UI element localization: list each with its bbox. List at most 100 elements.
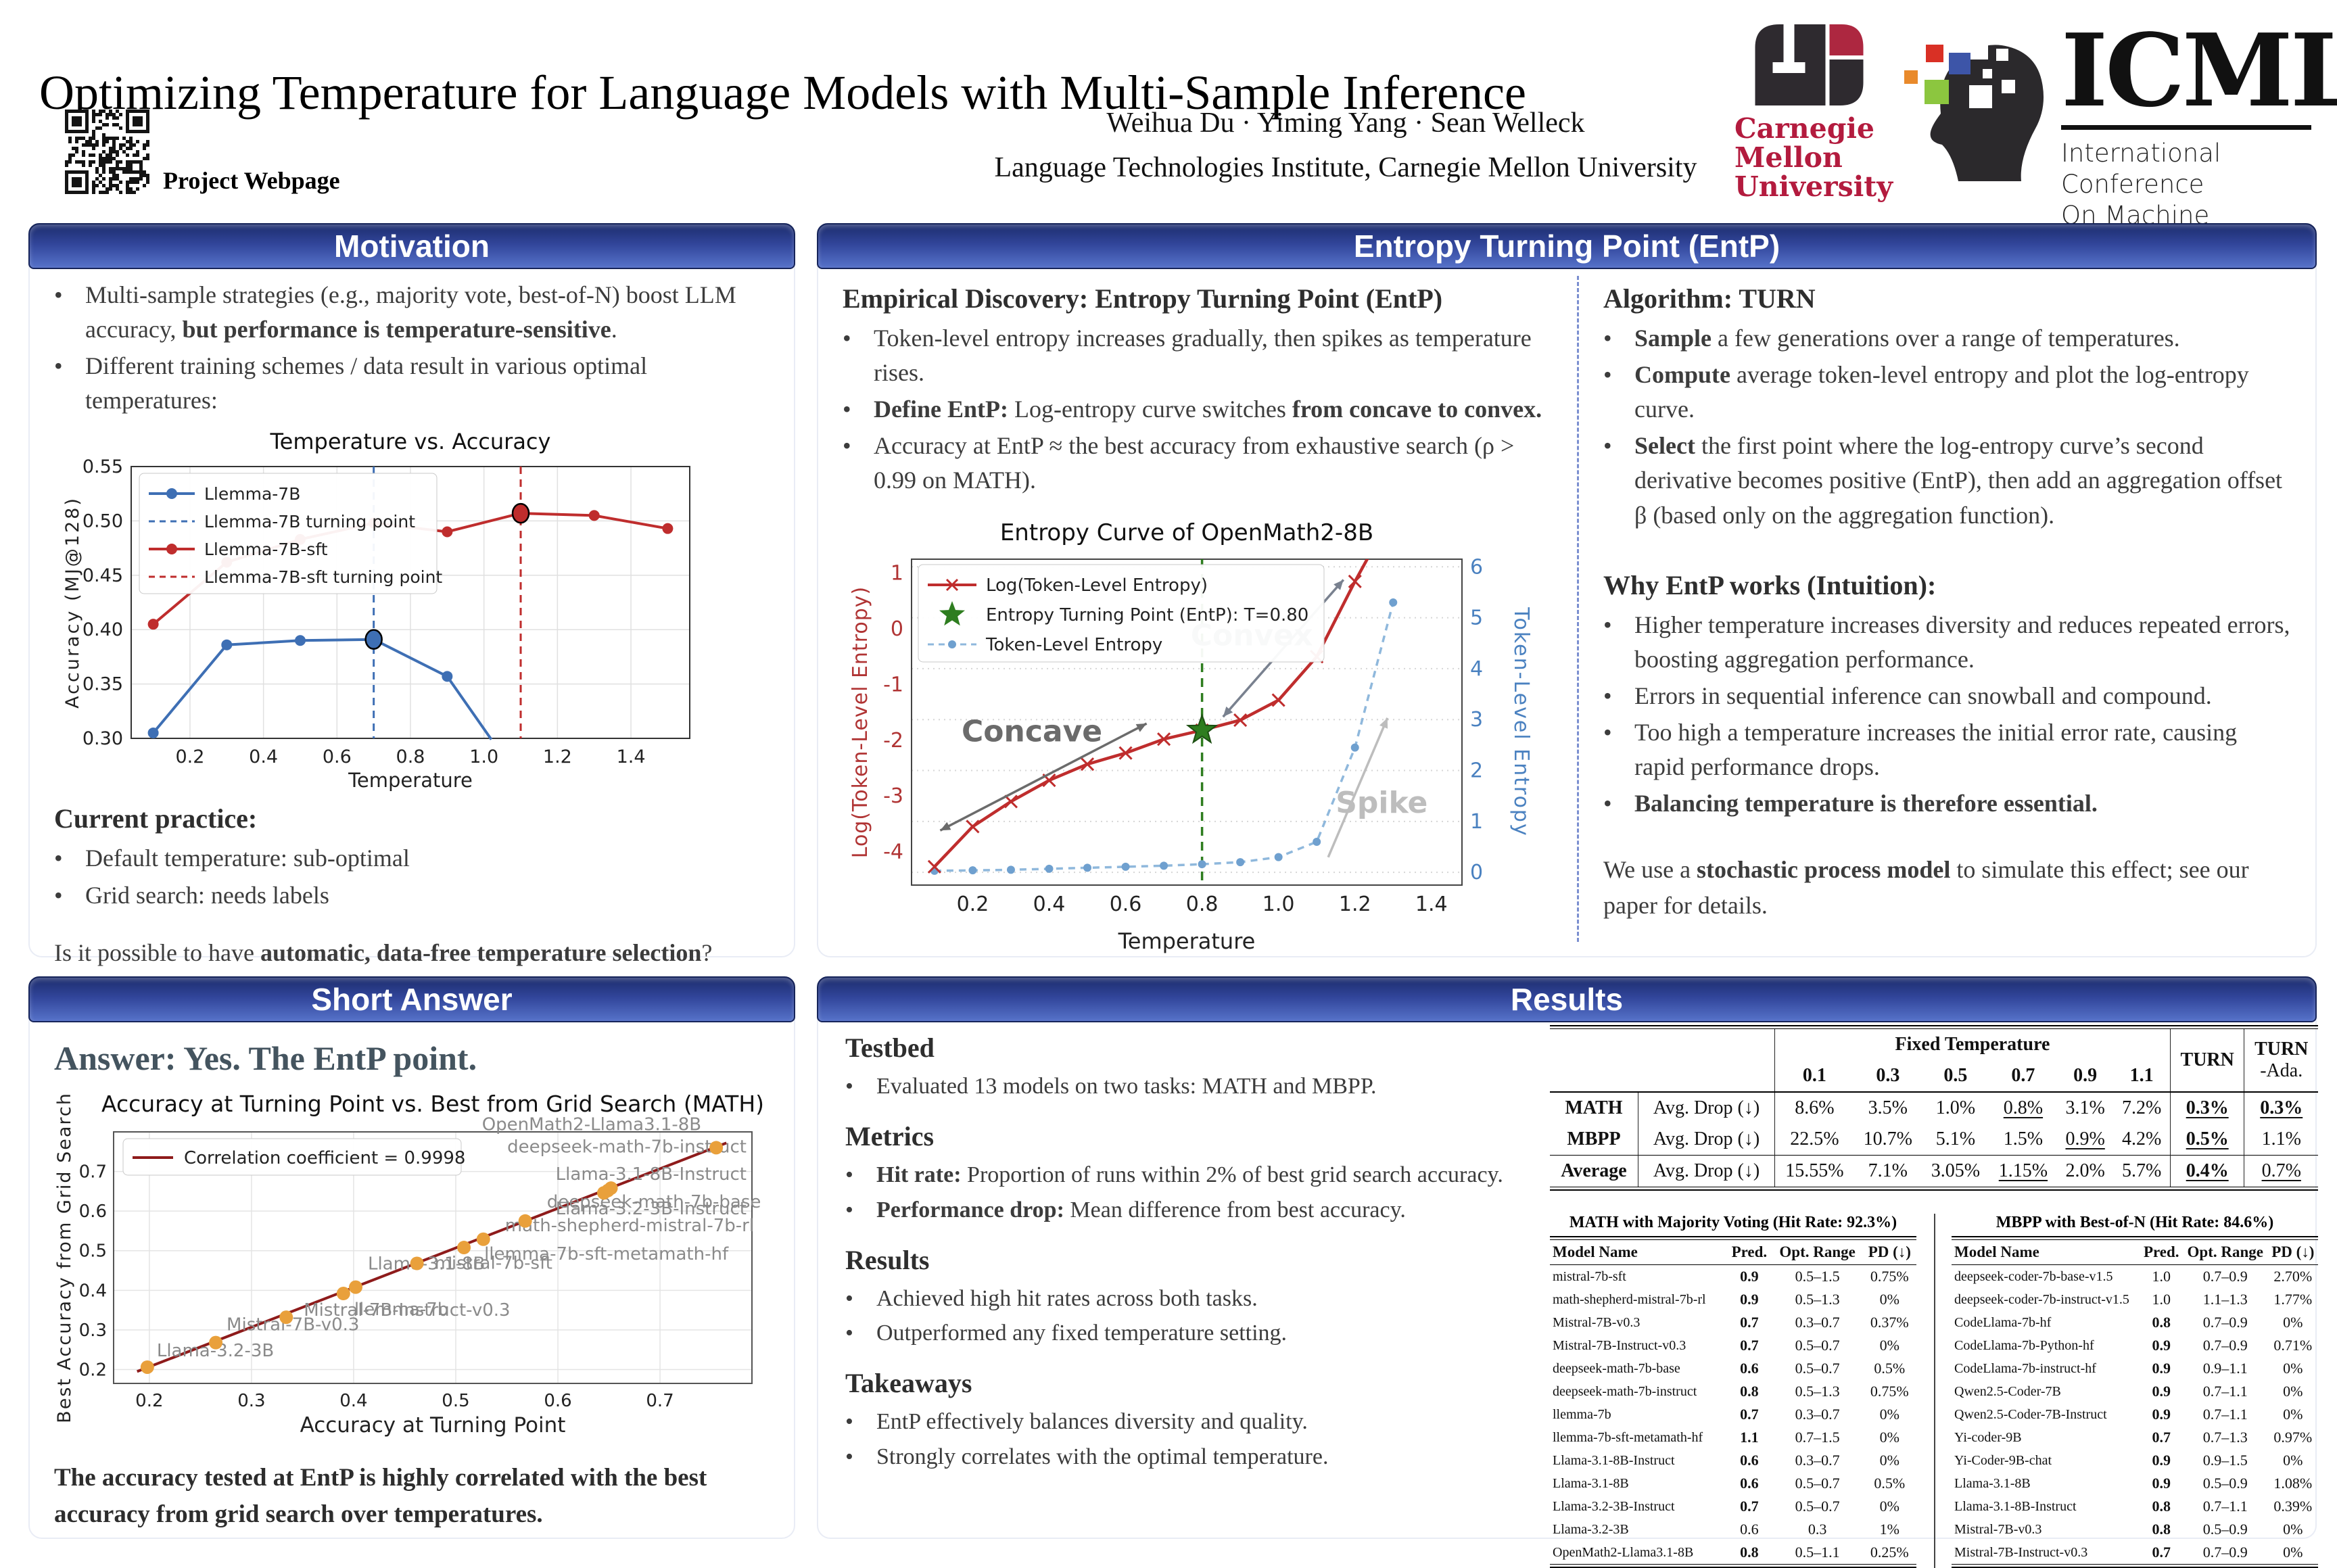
math-results-table: MATH with Majority Voting (Hit Rate: 92.… xyxy=(1550,1214,1916,1568)
svg-text:0.2: 0.2 xyxy=(175,746,204,767)
table-row: deepseek-coder-7b-instruct-v1.5 1.0 1.1–1.… xyxy=(1954,1291,2313,1308)
svg-text:0.35: 0.35 xyxy=(82,674,123,695)
bullet-item: • Different training schemes / data resul… xyxy=(54,352,648,414)
svg-text:Spike: Spike xyxy=(1336,785,1427,819)
turning-point-scatter-chart: 0.2 0.3 0.4 0.5 0.6 0.7 0.2 0.3 0.4 0.5 0.6 0.7 Accu… xyxy=(54,1087,770,1442)
svg-text:1.4: 1.4 xyxy=(617,746,646,767)
results-bullets: • Achieved high hit rates across both tas… xyxy=(845,1283,1511,1350)
table-row: Mistral-7B-Instruct-v0.3 0.7 0.5–0.7 0% xyxy=(1553,1337,1899,1354)
svg-text:0.40: 0.40 xyxy=(82,620,123,641)
svg-text:6: 6 xyxy=(1470,555,1483,579)
bullet-item: • Outperformed any fixed temperature sett… xyxy=(845,1321,1288,1346)
svg-text:Mistral-7B-Instruct-v0.3: Mistral-7B-Instruct-v0.3 xyxy=(304,1300,510,1321)
svg-text:0.6: 0.6 xyxy=(79,1202,107,1222)
svg-text:Accuracy (MJ@128): Accuracy (MJ@128) xyxy=(62,497,83,709)
svg-text:0.4: 0.4 xyxy=(249,746,278,767)
entp-right-column: Algorithm: TURN • Sample a few generation… xyxy=(1577,276,2291,942)
short-answer-statement: Answer: Yes. The EntP point. xyxy=(54,1039,477,1077)
cmu-text-line1: Carnegie xyxy=(1734,112,1875,145)
temperature-accuracy-chart: 0.2 0.4 0.6 0.8 1.0 1.2 1.4 0.30 0.35 0.40 0.45 0.5… xyxy=(61,427,770,796)
svg-text:1: 1 xyxy=(1470,809,1483,833)
table-row: Qwen2.5-Coder-7B-Instruct 0.9 0.7–1.1 0% xyxy=(1954,1406,2303,1423)
table-row: Mistral-7B-v0.3 0.7 0.3–0.7 0.37% xyxy=(1553,1314,1909,1331)
icml-wordmark: ICML xyxy=(2061,11,2337,129)
svg-text:0.5: 0.5 xyxy=(79,1241,107,1262)
svg-text:0.30: 0.30 xyxy=(82,728,123,749)
entropy-curve-chart: 0.2 0.4 0.6 0.8 1.0 1.2 1.4 -4 -3 -2 -1 0 1 0 1 2 3 4 5 6 En… xyxy=(849,516,1557,959)
svg-text:Temperature: Temperature xyxy=(348,769,473,792)
table-row: deepseek-coder-7b-base-v1.5 1.0 0.7–0.9 2.7… xyxy=(1954,1268,2313,1285)
svg-text:-3: -3 xyxy=(883,784,903,808)
svg-text:0.3: 0.3 xyxy=(237,1391,265,1411)
cmu-text-line3: University xyxy=(1734,170,1893,204)
svg-text:0.3: 0.3 xyxy=(79,1321,107,1341)
svg-text:Log(Token-Level Entropy): Log(Token-Level Entropy) xyxy=(849,586,872,857)
poster-title: Optimizing Temperature for Language Mode… xyxy=(39,66,1526,120)
svg-text:llemma-7b-sft-metamath-hf: llemma-7b-sft-metamath-hf xyxy=(484,1244,729,1264)
cmu-text-line2: Mellon xyxy=(1734,141,1843,174)
svg-text:Token-Level Entropy: Token-Level Entropy xyxy=(985,635,1162,655)
section-header-results: Results xyxy=(817,976,2317,1022)
svg-text:-4: -4 xyxy=(883,840,903,863)
lti-cmu-logo: Carnegie Mellon University xyxy=(1734,18,1893,201)
svg-text:1.2: 1.2 xyxy=(543,746,572,767)
svg-text:1.4: 1.4 xyxy=(1415,893,1448,916)
bullet-item: • Token-level entropy increases gradually… xyxy=(843,325,1532,387)
table-row: CodeLlama-7b-instruct-hf 0.9 0.9–1.1 0% xyxy=(1954,1360,2303,1377)
svg-text:Llemma-7B-sft: Llemma-7B-sft xyxy=(204,540,328,559)
table-row: CodeLlama-7b-hf 0.8 0.7–0.9 0% xyxy=(1954,1314,2303,1331)
panel-results: Results Testbed • Evaluated 13 models on … xyxy=(817,976,2318,1568)
table-row: Llama-3.1-8B-Instruct 0.6 0.3–0.7 0% xyxy=(1553,1452,1899,1469)
svg-text:2: 2 xyxy=(1470,759,1483,782)
svg-text:Temperature: Temperature xyxy=(1118,928,1256,954)
svg-text:Accuracy at Turning Point vs.: Accuracy at Turning Point vs. Best from … xyxy=(101,1091,764,1117)
svg-text:0.7: 0.7 xyxy=(646,1391,674,1411)
section-header-entp: Entropy Turning Point (EntP) xyxy=(817,223,2317,269)
panel-entp: Entropy Turning Point (EntP) Empirical D… xyxy=(817,223,2317,957)
table-row: Llama-3.1-8B 0.6 0.5–0.7 0.5% xyxy=(1553,1475,1906,1492)
svg-text:Log(Token-Level Entropy): Log(Token-Level Entropy) xyxy=(986,575,1208,596)
bullet-item: • Select the first point where the log-en… xyxy=(1603,432,2283,529)
svg-text:Token-Level Entropy: Token-Level Entropy xyxy=(1509,607,1532,836)
qr-code xyxy=(65,110,149,197)
svg-text:Mistral-7B-v0.3: Mistral-7B-v0.3 xyxy=(227,1315,359,1335)
why-entp-heading: Why EntP works (Intuition): xyxy=(1603,569,1937,600)
metrics-bullets: • Hit rate: Proportion of runs within 2% … xyxy=(845,1159,1511,1227)
authors: Weihua Du · Yiming Yang · Sean Welleck xyxy=(1106,108,1585,139)
table-row: deepseek-math-7b-instruct 0.8 0.5–1.3 0.75% xyxy=(1553,1383,1909,1400)
math-table-title: MATH with Majority Voting (Hit Rate: 92.… xyxy=(1569,1214,1897,1231)
bullet-item: • Multi-sample strategies (e.g., majority… xyxy=(54,281,736,343)
table-row: OpenMath2-Llama3.1-8B 0.8 0.5–1.1 0.25% xyxy=(1553,1544,1909,1561)
testbed-bullets: • Evaluated 13 models on two tasks: MATH … xyxy=(845,1070,1511,1103)
table-row: Mistral-7B-Instruct-v0.3 0.7 0.7–0.9 0% xyxy=(1954,1544,2303,1561)
icml-subtitle-line1: International Conference xyxy=(2061,138,2221,199)
project-webpage-label: Project Webpage xyxy=(163,167,340,194)
svg-text:Llemma-7B-sft turning point: Llemma-7B-sft turning point xyxy=(204,567,442,587)
affiliation: Language Technologies Institute, Carnegi… xyxy=(994,152,1697,183)
svg-text:Accuracy at Turning Point: Accuracy at Turning Point xyxy=(300,1413,566,1438)
lti-mark-icon xyxy=(1734,24,1883,108)
svg-text:Entropy Turning Point (EntP):: Entropy Turning Point (EntP): T=0.80 xyxy=(986,605,1308,625)
motivation-question: Is it possible to have automatic, data-f… xyxy=(54,939,713,966)
svg-text:0.45: 0.45 xyxy=(82,565,123,586)
takeaways-bullets: • EntP effectively balances diversity and… xyxy=(845,1406,1511,1473)
svg-text:0.4: 0.4 xyxy=(1033,893,1066,916)
svg-text:0: 0 xyxy=(891,617,903,641)
bullet-item: • Achieved high hit rates across both tas… xyxy=(845,1285,1258,1311)
bullet-item: • Sample a few generations over a range o… xyxy=(1603,325,2180,352)
section-header-motivation: Motivation xyxy=(28,223,795,269)
svg-text:3: 3 xyxy=(1470,708,1483,732)
icml-rule xyxy=(2061,124,2311,130)
svg-text:0.50: 0.50 xyxy=(82,511,123,532)
lti-head-icon xyxy=(1902,20,2054,186)
svg-text:Llama-3.2-3B-Instruct: Llama-3.2-3B-Instruct xyxy=(556,1199,747,1219)
table-row: llemma-7b-sft-metamath-hf 1.1 0.7–1.5 0% xyxy=(1553,1429,1899,1446)
svg-text:Correlation coefficient = 0.99: Correlation coefficient = 0.9998 xyxy=(184,1148,465,1168)
current-practice-bullets: • Default temperature: sub-optimal • Grid s… xyxy=(54,841,770,912)
svg-text:0.4: 0.4 xyxy=(79,1281,107,1301)
bullet-item: • Default temperature: sub-optimal xyxy=(54,845,410,872)
svg-text:llemma-7b: llemma-7b xyxy=(354,1300,448,1320)
bullet-item: • EntP effectively balances diversity and… xyxy=(845,1409,1308,1435)
svg-text:Llemma-7B turning point: Llemma-7B turning point xyxy=(204,512,415,531)
